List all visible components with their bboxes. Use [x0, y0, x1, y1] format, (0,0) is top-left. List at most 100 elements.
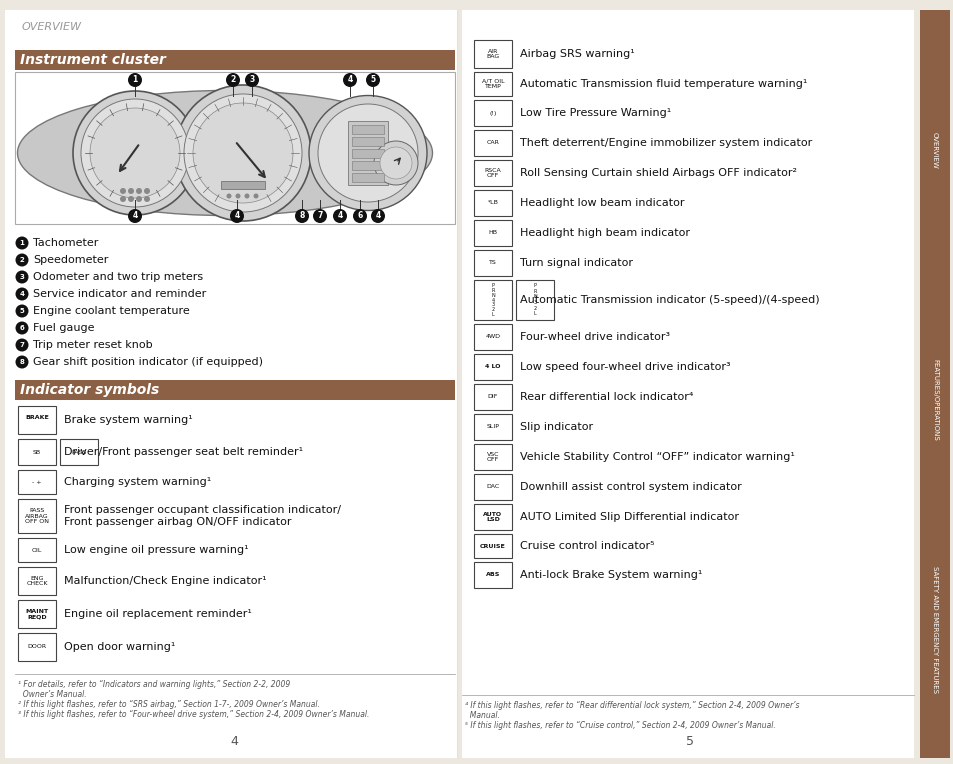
Bar: [18, 538, 56, 562]
Text: Rear differential lock indicator⁴: Rear differential lock indicator⁴: [519, 392, 693, 402]
Text: Instrument cluster: Instrument cluster: [20, 53, 166, 67]
Bar: [15, 50, 455, 70]
Circle shape: [15, 237, 29, 250]
Text: Owner’s Manual.: Owner’s Manual.: [18, 690, 87, 699]
Text: 2: 2: [20, 257, 25, 263]
Bar: [352, 137, 384, 146]
Text: 4: 4: [491, 297, 494, 303]
Text: Anti-lock Brake System warning¹: Anti-lock Brake System warning¹: [519, 570, 701, 580]
Bar: [516, 280, 554, 320]
Circle shape: [120, 188, 126, 194]
Text: *LB: *LB: [487, 200, 497, 206]
Text: ³ If this light flashes, refer to “Four-wheel drive system,” Section 2-4, 2009 O: ³ If this light flashes, refer to “Four-…: [18, 710, 369, 719]
Text: Low engine oil pressure warning¹: Low engine oil pressure warning¹: [64, 545, 249, 555]
Text: TS: TS: [489, 261, 497, 266]
Text: Open door warning¹: Open door warning¹: [64, 642, 175, 652]
Bar: [474, 324, 512, 350]
Text: 3: 3: [249, 76, 254, 85]
Text: Engine coolant temperature: Engine coolant temperature: [33, 306, 190, 316]
Text: Vehicle Stability Control “OFF” indicator warning¹: Vehicle Stability Control “OFF” indicato…: [519, 452, 794, 462]
Circle shape: [230, 209, 244, 223]
Text: Indicator symbols: Indicator symbols: [20, 383, 159, 397]
Circle shape: [15, 322, 29, 335]
Text: CRUISE: CRUISE: [479, 543, 505, 549]
Text: HB: HB: [488, 231, 497, 235]
Text: 7: 7: [317, 212, 322, 221]
Text: Speedometer: Speedometer: [33, 255, 109, 265]
Bar: [15, 72, 455, 224]
Text: ² If this light flashes, refer to “SRS airbag,” Section 1-7-, 2009 Owner’s Manua: ² If this light flashes, refer to “SRS a…: [18, 700, 319, 709]
Circle shape: [81, 99, 189, 207]
Text: Front passenger occupant classification indicator/
Front passenger airbag ON/OFF: Front passenger occupant classification …: [64, 505, 340, 527]
Bar: [18, 406, 56, 434]
Bar: [474, 474, 512, 500]
Text: Headlight low beam indicator: Headlight low beam indicator: [519, 198, 684, 208]
Bar: [474, 504, 512, 530]
Text: L: L: [491, 312, 494, 317]
Text: 2: 2: [230, 76, 235, 85]
Circle shape: [73, 91, 196, 215]
Text: Low Tire Pressure Warning¹: Low Tire Pressure Warning¹: [519, 108, 671, 118]
Text: R: R: [491, 288, 495, 293]
Text: Odometer and two trip meters: Odometer and two trip meters: [33, 272, 203, 282]
Bar: [474, 414, 512, 440]
Circle shape: [144, 196, 150, 202]
Text: Service indicator and reminder: Service indicator and reminder: [33, 289, 206, 299]
Circle shape: [184, 94, 302, 212]
Text: 4 LO: 4 LO: [485, 364, 500, 370]
Circle shape: [136, 196, 142, 202]
Circle shape: [174, 85, 311, 221]
Text: 2: 2: [533, 306, 536, 311]
Text: AUTO
LSD: AUTO LSD: [483, 512, 502, 523]
Bar: [18, 567, 56, 595]
Circle shape: [120, 196, 126, 202]
Text: ⁵ If this light flashes, refer to “Cruise control,” Section 2-4, 2009 Owner’s Ma: ⁵ If this light flashes, refer to “Cruis…: [464, 721, 775, 730]
Text: Charging system warning¹: Charging system warning¹: [64, 477, 211, 487]
Text: Slip indicator: Slip indicator: [519, 422, 593, 432]
Ellipse shape: [17, 90, 432, 215]
Text: Roll Sensing Curtain shield Airbags OFF indicator²: Roll Sensing Curtain shield Airbags OFF …: [519, 168, 796, 178]
Text: AUTO Limited Slip Differential indicator: AUTO Limited Slip Differential indicator: [519, 512, 739, 522]
Text: Manual.: Manual.: [464, 711, 499, 720]
Text: Trip meter reset knob: Trip meter reset knob: [33, 340, 152, 350]
Text: RSCA
OFF: RSCA OFF: [484, 167, 501, 179]
Circle shape: [226, 193, 232, 199]
Text: Turn signal indicator: Turn signal indicator: [519, 258, 633, 268]
Text: 5: 5: [20, 308, 25, 314]
Text: 5: 5: [685, 735, 693, 748]
Text: Four-wheel drive indicator³: Four-wheel drive indicator³: [519, 332, 669, 342]
Text: P: P: [533, 283, 536, 288]
Text: 4: 4: [337, 212, 342, 221]
Circle shape: [15, 355, 29, 368]
Circle shape: [245, 73, 258, 87]
Bar: [352, 149, 384, 158]
Text: 4: 4: [375, 212, 380, 221]
Bar: [474, 190, 512, 216]
Circle shape: [343, 73, 356, 87]
Text: SLIP: SLIP: [486, 425, 499, 429]
Circle shape: [15, 270, 29, 283]
Text: N: N: [533, 294, 537, 299]
Circle shape: [226, 73, 240, 87]
Text: DAC: DAC: [486, 484, 499, 490]
Bar: [60, 439, 98, 465]
Text: 4: 4: [234, 212, 239, 221]
Text: SB: SB: [33, 449, 41, 455]
Text: 4: 4: [230, 735, 237, 748]
Text: DOOR: DOOR: [28, 645, 47, 649]
Text: ABS: ABS: [485, 572, 499, 578]
Bar: [474, 562, 512, 588]
Text: AIR
BAG: AIR BAG: [486, 49, 499, 60]
Text: Automatic Transmission fluid temperature warning¹: Automatic Transmission fluid temperature…: [519, 79, 806, 89]
Text: PASS: PASS: [71, 449, 87, 455]
Circle shape: [294, 209, 309, 223]
Bar: [352, 161, 384, 170]
Text: PASS
AIRBAG
OFF ON: PASS AIRBAG OFF ON: [25, 508, 49, 524]
Bar: [474, 160, 512, 186]
Text: BRAKE: BRAKE: [25, 415, 49, 426]
Text: Engine oil replacement reminder¹: Engine oil replacement reminder¹: [64, 609, 252, 619]
Text: Tachometer: Tachometer: [33, 238, 98, 248]
Text: VSC
OFF: VSC OFF: [486, 452, 498, 462]
Bar: [474, 534, 512, 558]
Text: 3: 3: [491, 303, 494, 307]
